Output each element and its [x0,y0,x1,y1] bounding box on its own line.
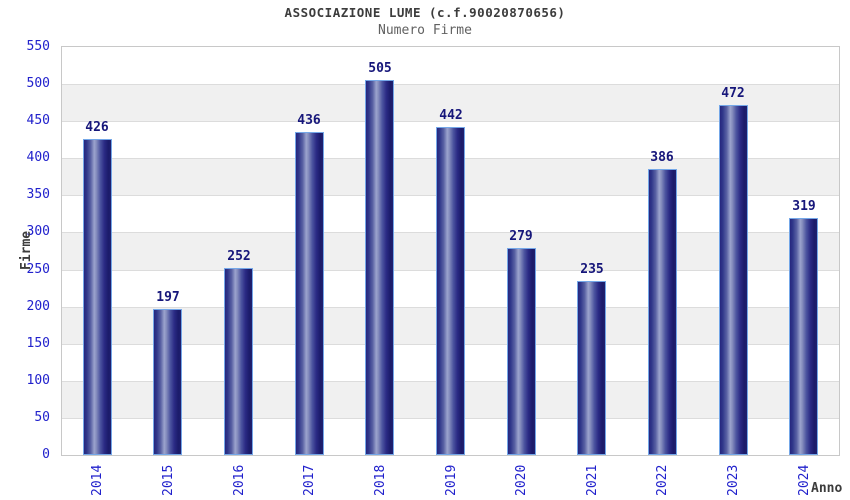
y-tick-label: 150 [26,336,50,351]
plot-band [62,84,839,122]
bar-value-label: 436 [297,113,321,128]
y-tick-label: 100 [26,373,50,388]
x-tick-label: 2017 [302,464,317,496]
bar-value-label: 426 [85,120,109,135]
bar-2014 [83,139,112,455]
plot-band [62,47,839,85]
bar-2017 [295,132,324,455]
x-tick-label: 2014 [90,464,105,496]
bar-2020 [507,248,536,455]
bar-value-label: 235 [580,262,604,277]
y-tick-label: 450 [26,113,50,128]
y-tick-label: 550 [26,39,50,54]
bar-2023 [719,105,748,455]
bar-value-label: 472 [721,86,745,101]
bar-2016 [224,268,253,455]
bar-value-label: 442 [439,108,463,123]
y-tick-label: 350 [26,187,50,202]
y-tick-label: 400 [26,150,50,165]
bar-2024 [789,218,818,455]
bar-value-label: 319 [792,199,816,214]
plot-area: 426 197 252 436 505 442 279 235 386 472 319 [61,46,840,456]
chart-title: ASSOCIAZIONE LUME (c.f.90020870656) [284,5,566,20]
bar-2018 [365,80,394,455]
x-tick-label: 2023 [726,464,741,496]
gridline [62,121,839,123]
bar-value-label: 386 [650,150,674,165]
bar-2015 [153,309,182,455]
x-tick-label: 2021 [585,464,600,496]
bar-2019 [436,127,465,455]
chart-subtitle: Numero Firme [378,23,472,38]
y-tick-label: 300 [26,224,50,239]
bar-value-label: 279 [509,229,533,244]
x-tick-label: 2015 [161,464,176,496]
bar-value-label: 197 [156,290,180,305]
y-tick-label: 200 [26,299,50,314]
x-tick-label: 2020 [514,464,529,496]
x-tick-label: 2018 [373,464,388,496]
y-tick-label: 0 [42,447,50,462]
y-tick-label: 250 [26,262,50,277]
gridline [62,84,839,86]
x-tick-label: 2016 [232,464,247,496]
y-tick-label: 500 [26,76,50,91]
bar-value-label: 252 [227,249,251,264]
bar-2021 [577,281,606,455]
x-tick-label: 2019 [444,464,459,496]
x-axis-title: Anno [811,481,843,496]
x-tick-label: 2022 [655,464,670,496]
y-axis-title: Firme [19,230,34,270]
bar-2022 [648,169,677,455]
y-tick-label: 50 [34,410,50,425]
x-tick-label: 2024 [797,464,812,496]
bar-value-label: 505 [368,61,392,76]
